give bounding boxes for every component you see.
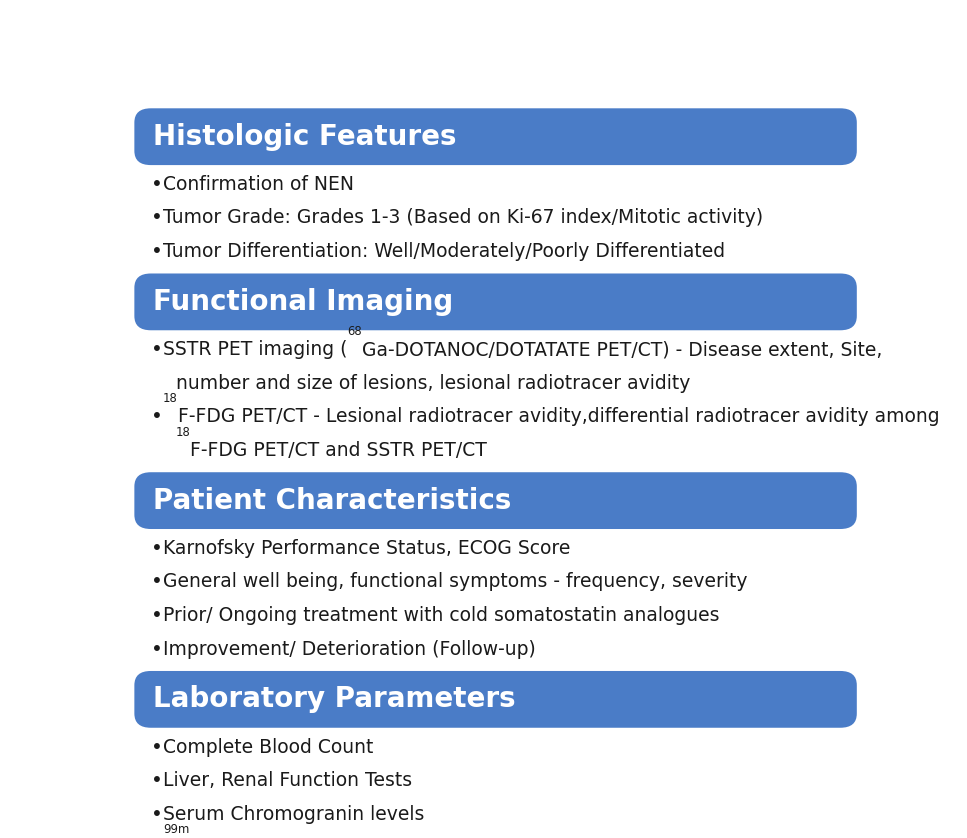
- Text: Tumor Grade: Grades 1-3 (Based on Ki-67 index/Mitotic activity): Tumor Grade: Grades 1-3 (Based on Ki-67 …: [162, 209, 763, 227]
- Text: Karnofsky Performance Status, ECOG Score: Karnofsky Performance Status, ECOG Score: [162, 539, 571, 558]
- FancyBboxPatch shape: [134, 273, 857, 330]
- FancyBboxPatch shape: [134, 108, 857, 165]
- Text: •: •: [151, 209, 162, 227]
- Text: 68: 68: [347, 325, 362, 338]
- Text: •: •: [151, 771, 162, 790]
- Text: F-FDG PET/CT and SSTR PET/CT: F-FDG PET/CT and SSTR PET/CT: [190, 441, 487, 460]
- Text: Laboratory Parameters: Laboratory Parameters: [153, 685, 515, 713]
- Text: Serum Chromogranin levels: Serum Chromogranin levels: [162, 804, 425, 824]
- Text: Liver, Renal Function Tests: Liver, Renal Function Tests: [162, 771, 412, 790]
- Text: •: •: [151, 572, 162, 592]
- Text: F-FDG PET/CT - Lesional radiotracer avidity,differential radiotracer avidity amo: F-FDG PET/CT - Lesional radiotracer avid…: [178, 407, 939, 427]
- Text: Functional Imaging: Functional Imaging: [153, 288, 454, 316]
- Text: Tumor Differentiation: Well/Moderately/Poorly Differentiated: Tumor Differentiation: Well/Moderately/P…: [162, 242, 725, 261]
- Text: 18: 18: [162, 392, 178, 405]
- Text: •: •: [151, 606, 162, 625]
- Text: Complete Blood Count: Complete Blood Count: [162, 737, 373, 757]
- Text: Histologic Features: Histologic Features: [153, 122, 456, 151]
- Text: •: •: [151, 407, 162, 427]
- FancyBboxPatch shape: [134, 473, 857, 529]
- Text: •: •: [151, 242, 162, 261]
- Text: •: •: [151, 639, 162, 659]
- Text: Ga-DOTANOC/DOTATATE PET/CT) - Disease extent, Site,: Ga-DOTANOC/DOTATATE PET/CT) - Disease ex…: [362, 340, 882, 360]
- Text: Prior/ Ongoing treatment with cold somatostatin analogues: Prior/ Ongoing treatment with cold somat…: [162, 606, 719, 625]
- Text: •: •: [151, 175, 162, 194]
- Text: •: •: [151, 804, 162, 824]
- Text: General well being, functional symptoms - frequency, severity: General well being, functional symptoms …: [162, 572, 747, 592]
- Text: 18: 18: [176, 426, 190, 438]
- Text: •: •: [151, 340, 162, 360]
- Text: SSTR PET imaging (: SSTR PET imaging (: [162, 340, 347, 360]
- Text: Confirmation of NEN: Confirmation of NEN: [162, 175, 354, 194]
- Text: •: •: [151, 737, 162, 757]
- FancyBboxPatch shape: [134, 671, 857, 727]
- Text: number and size of lesions, lesional radiotracer avidity: number and size of lesions, lesional rad…: [176, 374, 690, 393]
- Text: Improvement/ Deterioration (Follow-up): Improvement/ Deterioration (Follow-up): [162, 639, 536, 659]
- Text: Patient Characteristics: Patient Characteristics: [153, 487, 512, 515]
- Text: 99m: 99m: [162, 823, 190, 836]
- Text: •: •: [151, 539, 162, 558]
